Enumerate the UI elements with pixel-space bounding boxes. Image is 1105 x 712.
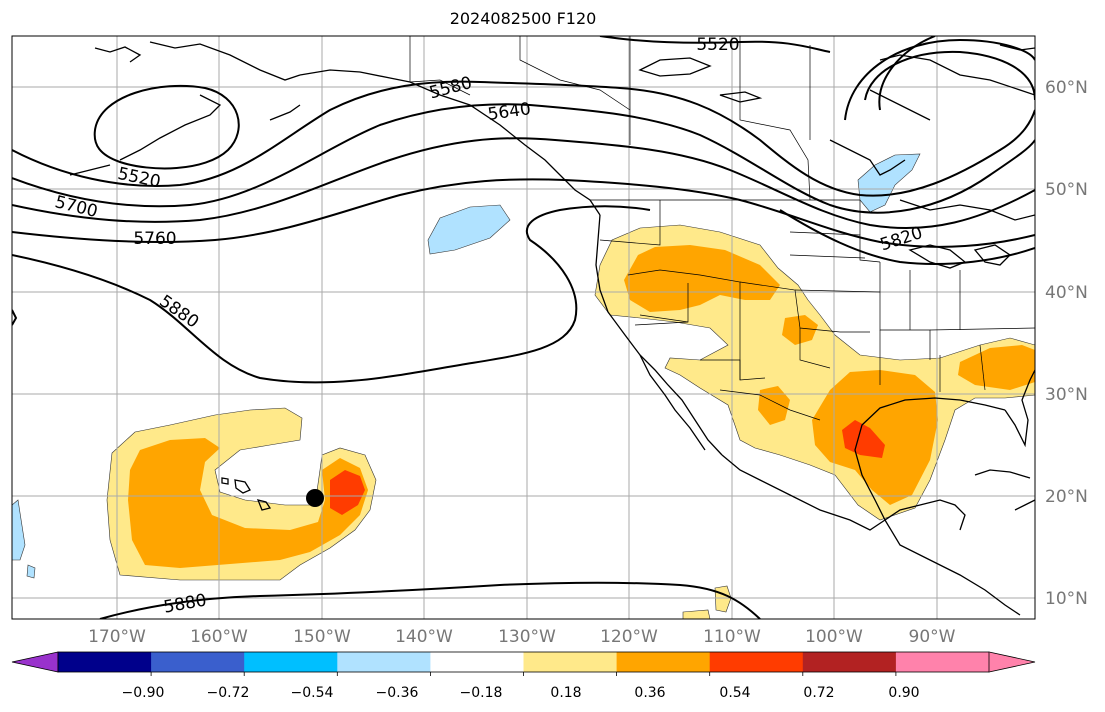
colorbar-segment xyxy=(523,652,618,672)
colorbar-segment xyxy=(244,652,338,672)
colorbar-tick-label: 0.90 xyxy=(888,685,919,701)
colorbar-tick-label: −0.36 xyxy=(376,685,419,701)
colorbar-segment xyxy=(616,652,711,672)
colorbar-segment xyxy=(58,652,152,672)
latitude-labels: 60°N 50°N 40°N 30°N 20°N 10°N xyxy=(1045,78,1088,609)
colorbar-tick-label: 0.18 xyxy=(550,685,581,701)
lon-label: 170°W xyxy=(88,627,146,647)
map-title: 2024082500 F120 xyxy=(449,9,597,28)
lat-label: 10°N xyxy=(1045,589,1088,609)
colorbar-extend-min xyxy=(11,651,59,673)
map-layers: 5520 5580 5640 5520 5700 5760 5880 5820 … xyxy=(12,35,1035,619)
colorbar-tick-label: −0.18 xyxy=(460,685,503,701)
colorbar-segment xyxy=(709,652,804,672)
coastlines xyxy=(69,41,1035,616)
colorbar-tick-label: −0.90 xyxy=(122,685,165,701)
storm-center-marker xyxy=(306,489,324,507)
colorbar-tick-label: −0.72 xyxy=(207,685,250,701)
positive-anomaly-medium xyxy=(128,245,1035,568)
height-contours xyxy=(12,36,1035,619)
contour-label: 5760 xyxy=(133,229,176,249)
political-boundaries xyxy=(409,36,1035,421)
colorbar-extend-max xyxy=(988,651,1036,673)
longitude-labels: 170°W 160°W 150°W 140°W 130°W 120°W 110°… xyxy=(88,627,956,647)
colorbar-segment xyxy=(151,652,245,672)
positive-anomaly-strong xyxy=(330,420,885,515)
map-frame xyxy=(11,35,1036,620)
colorbar: −0.90 −0.72 −0.54 −0.36 −0.18 0.18 0.36 … xyxy=(11,651,1036,701)
colorbar-tick-label: 0.72 xyxy=(803,685,834,701)
lat-label: 30°N xyxy=(1045,385,1088,405)
graticule xyxy=(12,36,1035,619)
lon-label: 160°W xyxy=(190,627,248,647)
lon-label: 110°W xyxy=(703,627,761,647)
colorbar-segment xyxy=(430,652,525,672)
lon-label: 120°W xyxy=(600,627,658,647)
lon-label: 130°W xyxy=(498,627,556,647)
colorbar-ticks xyxy=(150,672,897,676)
negative-anomaly-light xyxy=(12,153,921,579)
colorbar-tick-label: −0.54 xyxy=(291,685,334,701)
colorbar-segment xyxy=(802,652,897,672)
lon-label: 140°W xyxy=(395,627,453,647)
lon-label: 150°W xyxy=(293,627,351,647)
lat-label: 50°N xyxy=(1045,180,1088,200)
lat-label: 20°N xyxy=(1045,487,1088,507)
colorbar-segment xyxy=(895,652,990,672)
lat-label: 40°N xyxy=(1045,283,1088,303)
contour-label: 5520 xyxy=(696,35,739,55)
lon-label: 100°W xyxy=(805,627,863,647)
lon-label: 90°W xyxy=(909,627,956,647)
colorbar-tick-label: 0.36 xyxy=(634,685,665,701)
lat-label: 60°N xyxy=(1045,78,1088,98)
colorbar-tick-label: 0.54 xyxy=(719,685,750,701)
colorbar-segment xyxy=(337,652,431,672)
